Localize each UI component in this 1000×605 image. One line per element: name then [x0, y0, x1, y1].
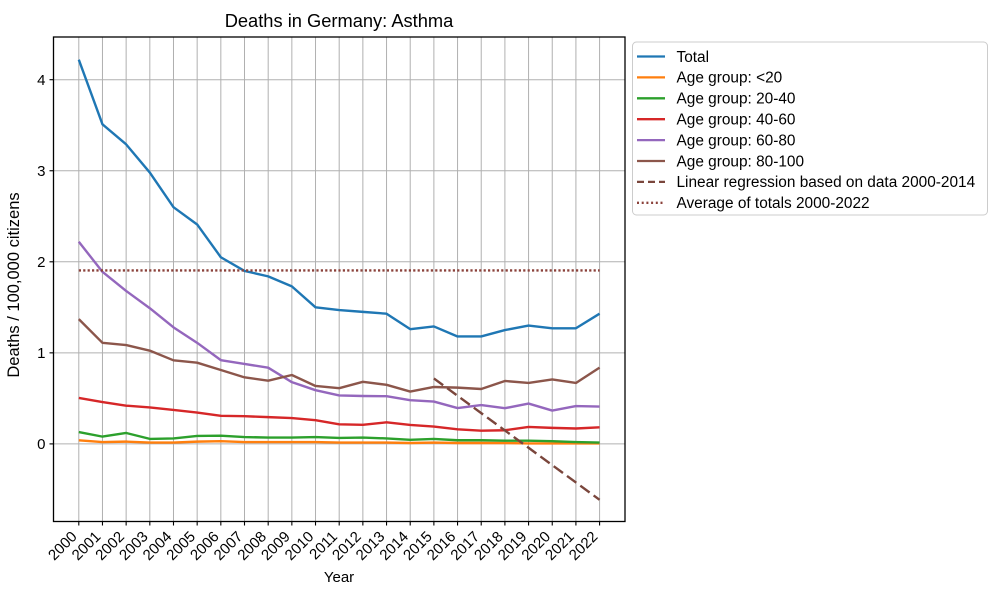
- svg-text:Age group: 60-80: Age group: 60-80: [677, 132, 796, 149]
- svg-text:1: 1: [37, 345, 45, 362]
- svg-text:Deaths / 100,000 citizens: Deaths / 100,000 citizens: [5, 192, 23, 377]
- svg-text:Deaths in Germany: Asthma: Deaths in Germany: Asthma: [225, 10, 454, 31]
- svg-text:2: 2: [37, 254, 45, 271]
- svg-text:Average of totals 2000-2022: Average of totals 2000-2022: [677, 195, 870, 212]
- svg-text:Linear regression based on dat: Linear regression based on data 2000-201…: [677, 174, 976, 191]
- svg-text:Age group: 80-100: Age group: 80-100: [677, 153, 805, 170]
- svg-text:Age group: <20: Age group: <20: [677, 70, 783, 87]
- svg-text:0: 0: [37, 436, 45, 453]
- svg-text:4: 4: [37, 72, 45, 89]
- svg-text:Age group: 20-40: Age group: 20-40: [677, 91, 796, 108]
- svg-text:Year: Year: [324, 569, 354, 586]
- svg-text:Total: Total: [677, 49, 710, 66]
- svg-text:Age group: 40-60: Age group: 40-60: [677, 112, 796, 129]
- svg-text:3: 3: [37, 163, 45, 180]
